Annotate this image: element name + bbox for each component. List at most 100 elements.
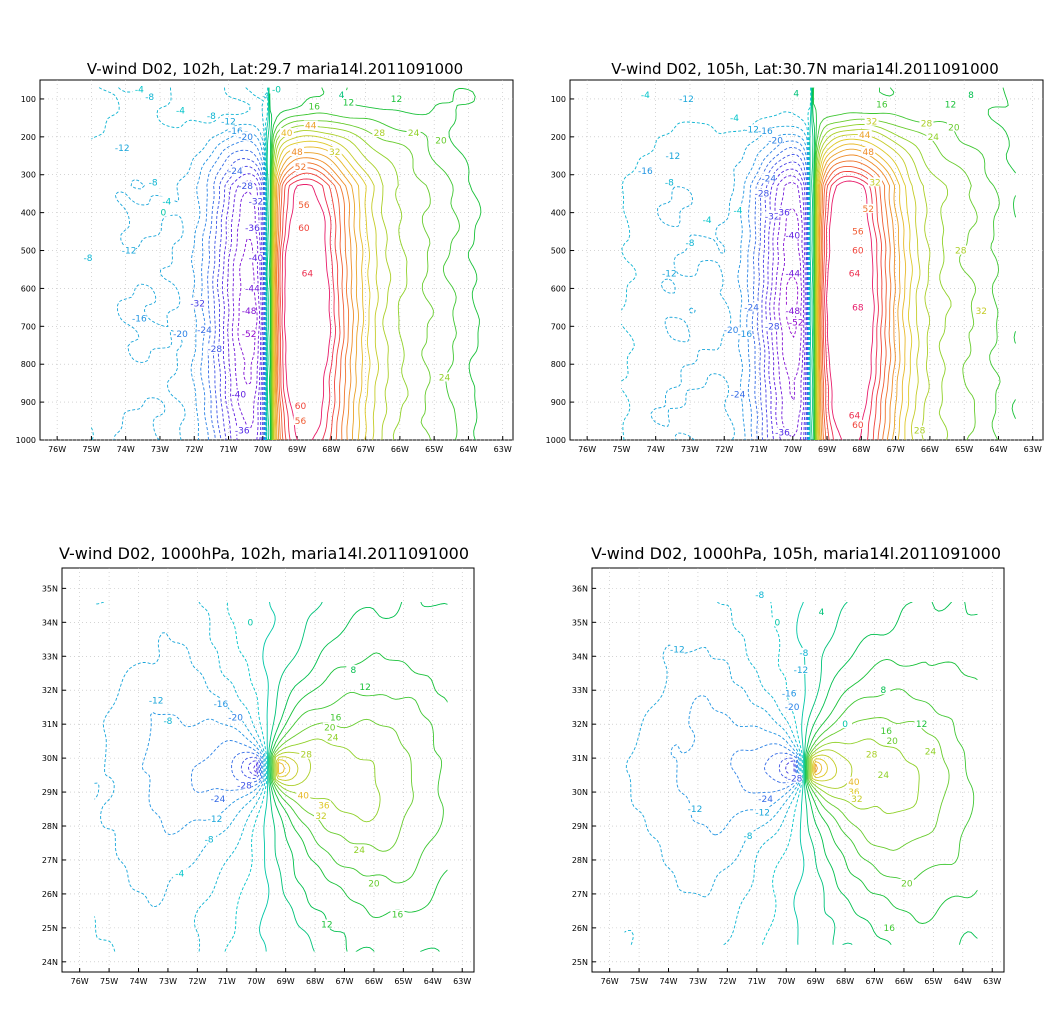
contour-label-bg xyxy=(204,111,219,120)
contour-label-bg xyxy=(149,695,164,705)
contour-label: -4 xyxy=(733,207,742,217)
contour-line-negative xyxy=(778,757,796,779)
contour-label: -24 xyxy=(758,795,773,805)
contour-label: -52 xyxy=(242,330,257,340)
contour-line-positive xyxy=(818,154,896,440)
contour-label-bg xyxy=(846,776,861,786)
x-tick-label: 64W xyxy=(989,445,1007,454)
contour-label: 28 xyxy=(374,129,386,139)
contour-line-positive xyxy=(277,761,285,775)
contour-label-bg xyxy=(864,749,879,759)
x-tick-label: 69W xyxy=(807,977,825,986)
contour-line-positive xyxy=(284,184,332,440)
contour-label: 52 xyxy=(862,205,873,215)
contour-line-negative xyxy=(778,208,802,401)
contour-label-bg xyxy=(434,135,449,145)
contour-label: -28 xyxy=(238,182,253,192)
y-tick-label: 800 xyxy=(21,360,36,369)
contour-label-bg xyxy=(850,419,865,429)
contour-label: -24 xyxy=(731,391,746,401)
contour-label: -16 xyxy=(228,127,243,137)
contour-label: -48 xyxy=(785,307,800,317)
contour-label-bg xyxy=(953,245,968,255)
contour-label-bg xyxy=(325,732,340,742)
contour-line-negative xyxy=(264,87,269,440)
contour-line-positive xyxy=(813,760,823,776)
panel-plan-105h: V-wind D02, 1000hPa, 105h, maria14l.2011… xyxy=(572,544,1005,986)
contour-label: 0 xyxy=(775,618,781,628)
y-tick-label: 300 xyxy=(551,171,566,180)
contour-line-negative xyxy=(231,751,261,784)
contour-label: -16 xyxy=(758,127,773,137)
y-tick-label: 900 xyxy=(551,398,566,407)
contour-label: 60 xyxy=(852,421,864,431)
x-tick-label: 73W xyxy=(689,977,707,986)
y-tick-label: 32N xyxy=(42,686,58,695)
contour-label-bg xyxy=(146,177,161,187)
contour-label: 32 xyxy=(866,118,877,128)
contour-label-bg xyxy=(785,230,800,240)
x-tick-label: 63W xyxy=(453,977,471,986)
contour-label: 16 xyxy=(392,910,404,920)
contour-line-negative xyxy=(785,760,795,777)
x-tick-label: 67W xyxy=(357,445,375,454)
contour-line-positive xyxy=(805,601,913,945)
contour-line-positive xyxy=(271,130,392,440)
contour-line-positive xyxy=(275,157,354,440)
contour-label: 32 xyxy=(851,795,862,805)
contour-label: 20 xyxy=(886,737,898,747)
contour-label: 8 xyxy=(880,686,886,696)
contour-label-bg xyxy=(231,389,246,399)
plot-frame xyxy=(591,567,1005,973)
contour-label-bg xyxy=(789,317,804,327)
contour-label-bg xyxy=(190,298,205,308)
contour-label-bg xyxy=(242,306,257,316)
x-tick-label: 69W xyxy=(288,445,306,454)
x-tick-label: 72W xyxy=(185,445,203,454)
contour-line-positive xyxy=(265,87,269,440)
x-tick-label: 66W xyxy=(391,445,409,454)
x-tick-label: 64W xyxy=(954,977,972,986)
contour-line-positive xyxy=(806,658,978,924)
contour-label: -8 xyxy=(149,178,158,188)
contour-label-bg xyxy=(228,712,243,722)
contour-line-positive xyxy=(269,601,403,952)
contour-line-positive xyxy=(276,759,291,778)
contour-label-bg xyxy=(293,416,308,426)
contour-label: 4 xyxy=(819,608,825,618)
contour-label: 8 xyxy=(968,91,974,101)
contour-label-bg xyxy=(159,196,174,206)
contour-line-positive xyxy=(355,946,375,952)
contour-label-bg xyxy=(899,878,914,888)
contour-label-bg xyxy=(796,647,811,657)
contour-label: 52 xyxy=(295,163,306,173)
x-tick-label: 65W xyxy=(955,445,973,454)
contour-label: -12 xyxy=(688,805,703,815)
contour-label-bg xyxy=(341,97,356,107)
contour-line-negative xyxy=(670,695,800,836)
contour-label: -12 xyxy=(755,808,770,818)
contour-label-bg xyxy=(914,719,929,729)
contour-label-bg xyxy=(172,868,187,878)
panel-title: V-wind D02, 102h, Lat:29.7 maria14l.2011… xyxy=(87,60,463,78)
contour-label: -24 xyxy=(197,326,212,336)
contour-label-bg xyxy=(752,590,767,600)
x-tick-label: 71W xyxy=(748,977,766,986)
contour-label-bg xyxy=(912,425,927,435)
contour-label: 32 xyxy=(869,178,880,188)
x-tick-label: 72W xyxy=(188,977,206,986)
contour-line-negative xyxy=(247,760,259,777)
x-tick-label: 71W xyxy=(218,977,236,986)
contour-label: -24 xyxy=(761,175,776,185)
contour-label-bg xyxy=(682,237,697,247)
x-tick-label: 73W xyxy=(151,445,169,454)
contour-line-positive xyxy=(275,756,299,781)
y-tick-label: 26N xyxy=(42,890,58,899)
contour-label-bg xyxy=(319,919,334,929)
contour-label-bg xyxy=(296,222,311,232)
x-tick-label: 66W xyxy=(895,977,913,986)
contour-label-bg xyxy=(142,92,157,102)
contour-line-positive xyxy=(273,738,381,823)
panel-title: V-wind D02, 1000hPa, 102h, maria14l.2011… xyxy=(59,544,469,563)
contour-line-positive xyxy=(826,180,875,440)
